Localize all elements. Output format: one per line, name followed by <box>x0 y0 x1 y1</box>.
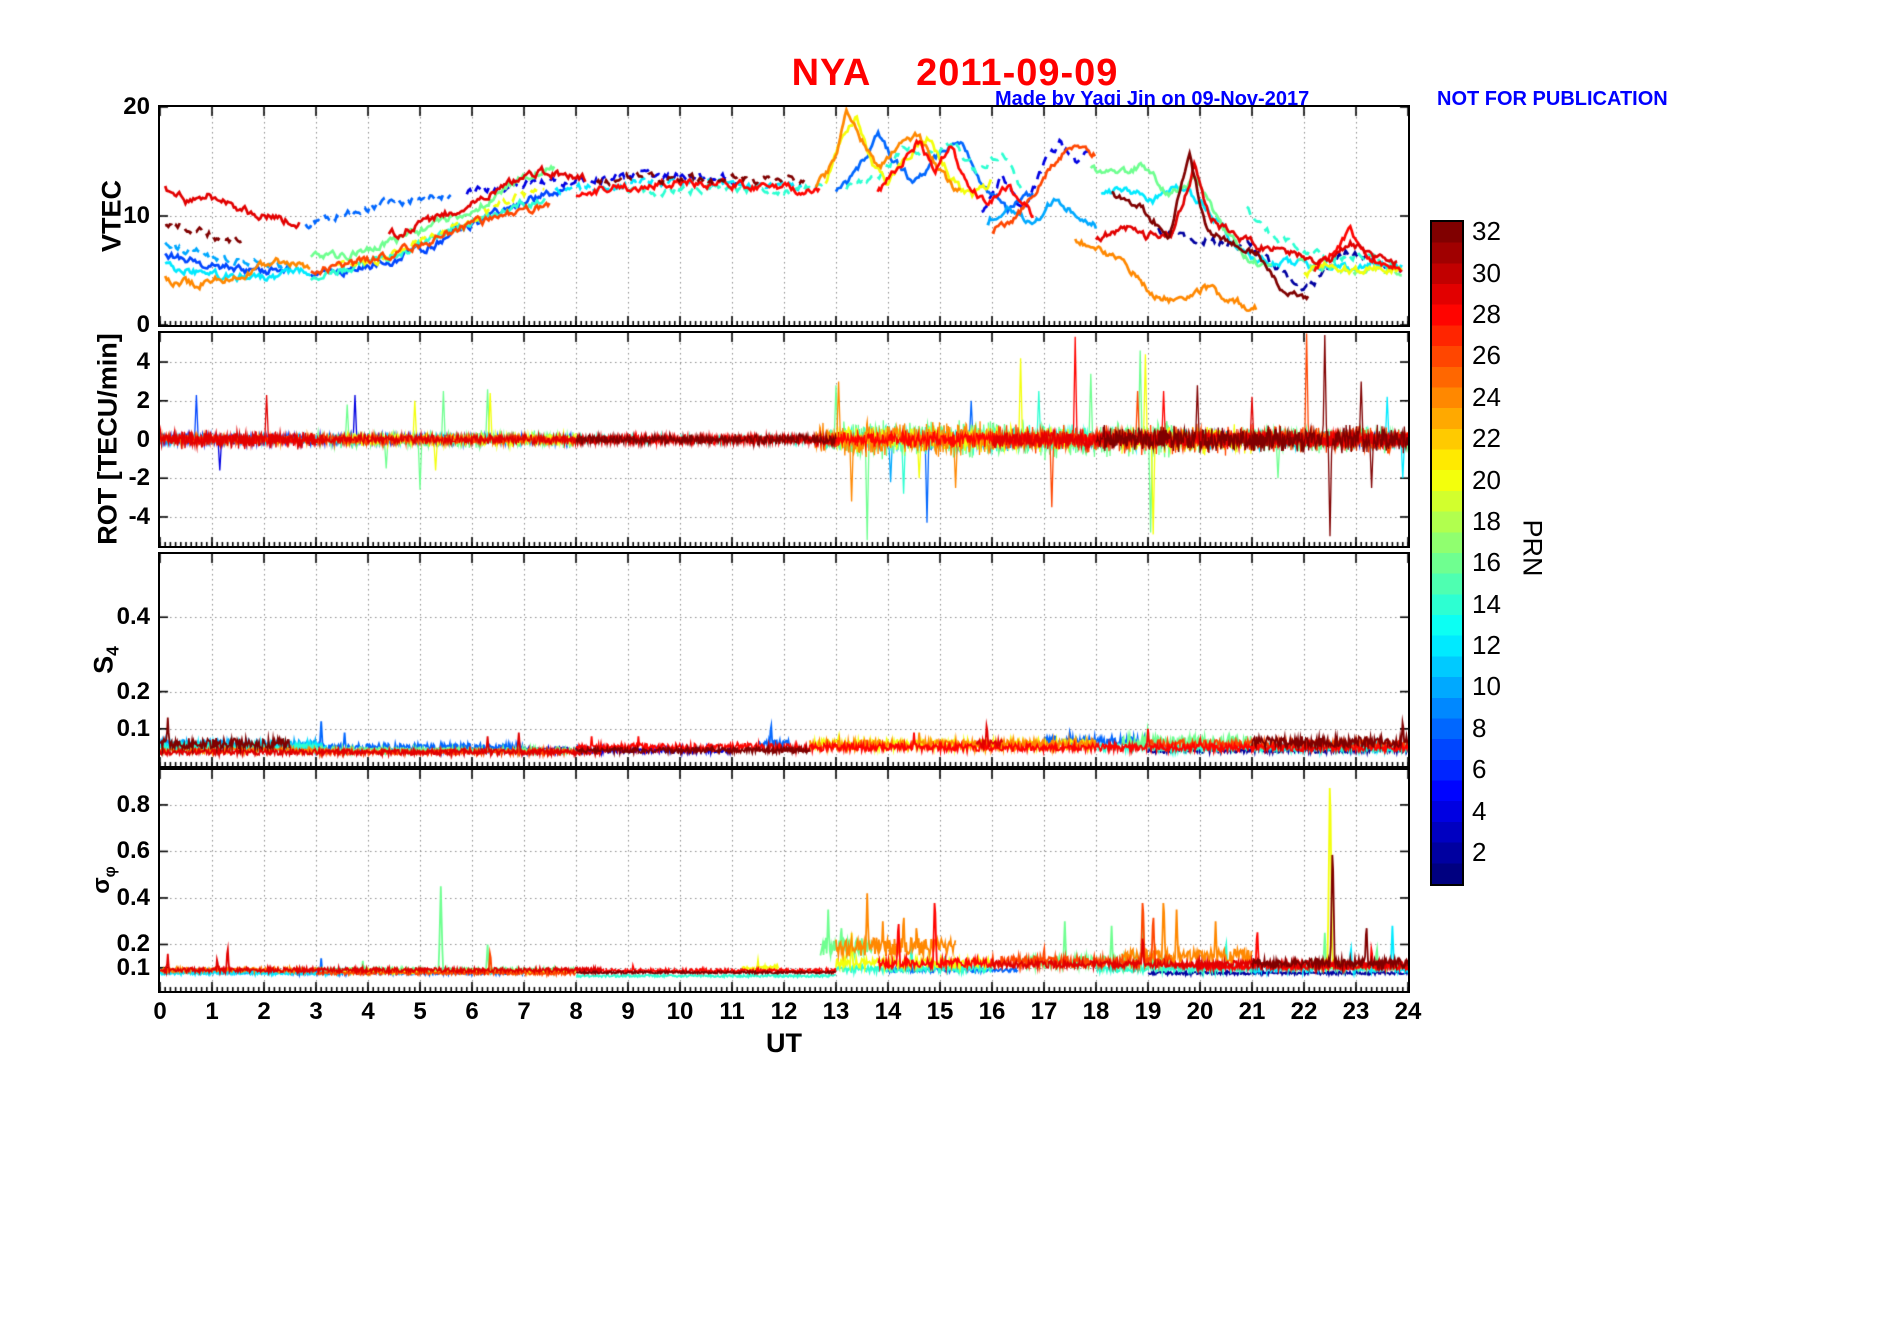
colorbar-tick-label: 2 <box>1472 836 1487 867</box>
colorbar-tick-label: 26 <box>1472 340 1501 371</box>
x-tick-label: 17 <box>1030 998 1058 1025</box>
x-tick-label: 0 <box>153 998 167 1025</box>
rot-panel <box>158 331 1410 548</box>
x-tick-label: 13 <box>822 998 850 1025</box>
y-tick-label: 0.1 <box>116 953 150 981</box>
prn-colorbar <box>1430 220 1464 886</box>
colorbar-tick-label: 16 <box>1472 547 1501 578</box>
colorbar-tick-label: 20 <box>1472 464 1501 495</box>
colorbar-tick-label: 4 <box>1472 795 1487 826</box>
x-tick-label: 15 <box>926 998 954 1025</box>
x-tick-label: 21 <box>1238 998 1266 1025</box>
colorbar-tick-label: 32 <box>1472 216 1501 247</box>
x-tick-label: 9 <box>621 998 635 1025</box>
x-tick-label: 16 <box>978 998 1006 1025</box>
sigma-phi-axis-label: σφ <box>88 866 120 894</box>
x-tick-label: 8 <box>569 998 583 1025</box>
x-axis-label: UT <box>766 1028 802 1058</box>
x-tick-label: 5 <box>413 998 427 1025</box>
x-tick-label: 4 <box>361 998 375 1025</box>
figure-title: NYA 2011-09-09 <box>791 52 1119 94</box>
x-tick-label: 12 <box>770 998 798 1025</box>
colorbar-tick-label: 18 <box>1472 505 1501 536</box>
y-tick-label: 0.6 <box>116 837 150 865</box>
colorbar-tick-label: 28 <box>1472 299 1501 330</box>
sigma-label-sub: φ <box>101 866 119 878</box>
sigma-phi-panel <box>158 768 1410 993</box>
x-tick-label: 10 <box>666 998 694 1025</box>
y-tick-label: 0.2 <box>116 930 150 958</box>
y-tick-label: 0.8 <box>116 790 150 818</box>
y-tick-label: 0.2 <box>116 677 150 705</box>
y-tick-label: 0.4 <box>116 603 150 631</box>
colorbar-tick-label: 10 <box>1472 671 1501 702</box>
rot-plot-canvas <box>160 333 1408 546</box>
x-tick-label: 2 <box>257 998 271 1025</box>
publication-warning-text: NOT FOR PUBLICATION <box>1437 88 1668 110</box>
credit-text: Made by Yaqi Jin on 09-Nov-2017 <box>995 88 1310 110</box>
colorbar-tick-label: 14 <box>1472 588 1501 619</box>
colorbar-tick-label: 22 <box>1472 423 1501 454</box>
y-tick-label: 0.1 <box>116 714 150 742</box>
colorbar-tick-label: 30 <box>1472 257 1501 288</box>
vtec-plot-canvas <box>160 107 1408 325</box>
vtec-panel <box>158 105 1410 327</box>
s4-label-main: S <box>88 655 119 674</box>
colorbar-tick-label: 6 <box>1472 754 1487 785</box>
rot-axis-label: ROT [TECU/min] <box>92 333 123 545</box>
colorbar-tick-label: 8 <box>1472 712 1487 743</box>
x-tick-label: 7 <box>517 998 531 1025</box>
colorbar-label: PRN <box>1517 519 1548 577</box>
x-tick-label: 14 <box>874 998 902 1025</box>
colorbar-tick-label: 12 <box>1472 630 1501 661</box>
s4-label-sub: 4 <box>102 646 123 656</box>
x-tick-label: 6 <box>465 998 479 1025</box>
x-tick-label: 20 <box>1186 998 1214 1025</box>
s4-panel <box>158 552 1410 768</box>
sigma-phi-plot-canvas <box>160 770 1408 991</box>
x-tick-label: 11 <box>719 998 745 1025</box>
x-tick-label: 24 <box>1394 998 1422 1025</box>
y-tick-label: 20 <box>123 93 150 120</box>
colorbar-tick-label: 24 <box>1472 381 1501 412</box>
vtec-axis-label: VTEC <box>96 179 127 253</box>
x-tick-label: 3 <box>309 998 323 1025</box>
x-tick-label: 22 <box>1290 998 1318 1025</box>
sigma-label-main: σ <box>88 877 116 894</box>
x-tick-label: 1 <box>205 998 219 1025</box>
x-tick-label: 23 <box>1342 998 1370 1025</box>
s4-plot-canvas <box>160 554 1408 766</box>
s4-axis-label: S4 <box>88 646 123 674</box>
x-tick-label: 18 <box>1082 998 1110 1025</box>
x-tick-label: 19 <box>1134 998 1162 1025</box>
